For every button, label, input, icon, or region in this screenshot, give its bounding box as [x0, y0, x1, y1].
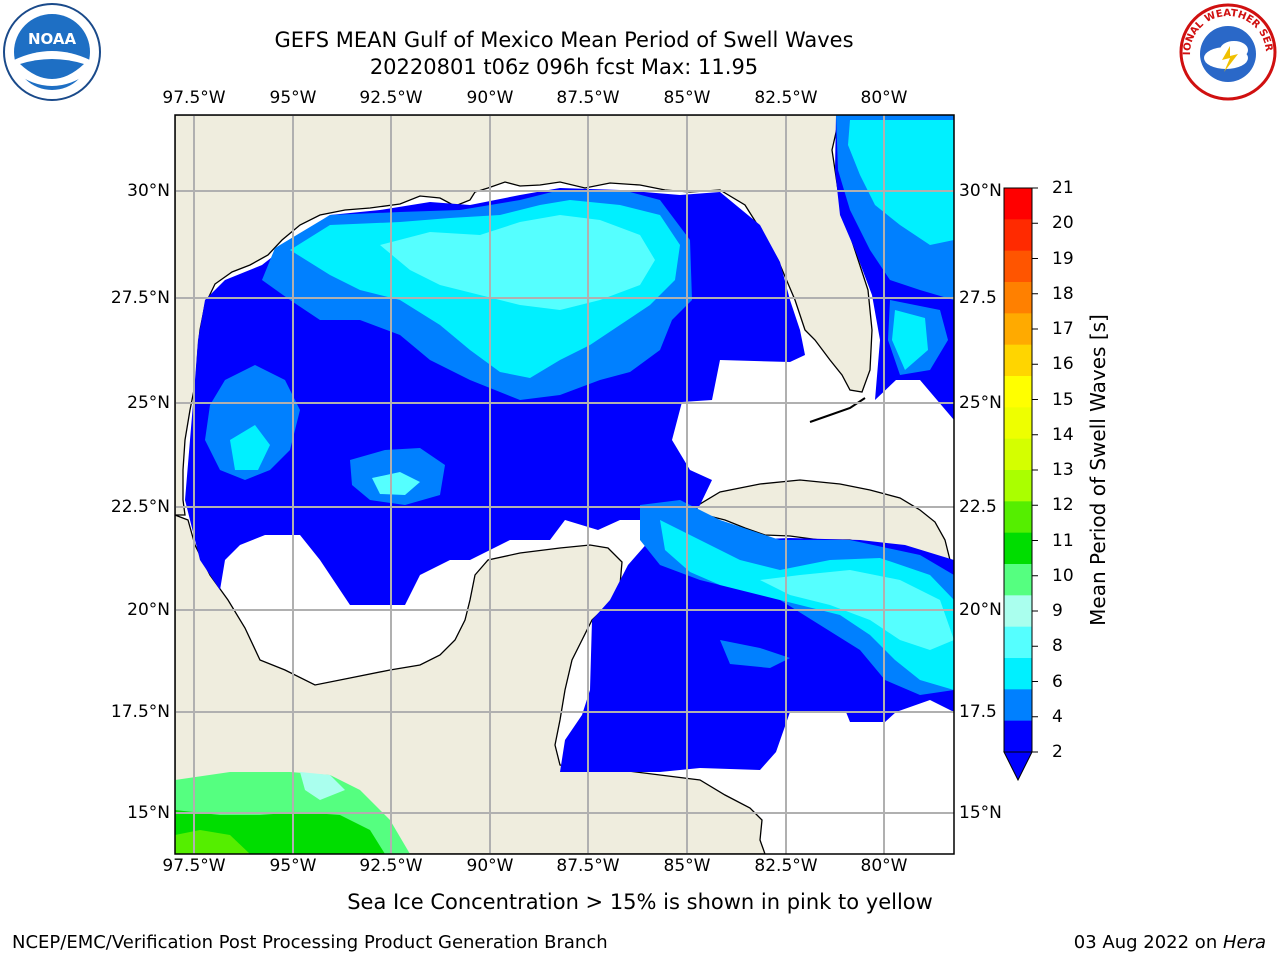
- lon-label-bottom: 92.5°W: [359, 856, 423, 876]
- colorbar-band: [1004, 438, 1032, 471]
- lat-label-right: 17.5: [959, 702, 997, 722]
- mexico: [175, 514, 766, 854]
- lat-label-right: 27.5: [959, 288, 997, 308]
- colorbar-tick-label: 6: [1052, 671, 1063, 692]
- lon-label-top: 80°W: [860, 88, 908, 108]
- colorbar-band: [1004, 501, 1032, 534]
- colorbar-band: [1004, 250, 1032, 283]
- footer-host: Hera: [1222, 932, 1266, 953]
- lon-label-bottom: 97.5°W: [162, 856, 226, 876]
- lat-label-left: 27.5°N: [110, 288, 170, 308]
- lon-label-top: 87.5°W: [556, 88, 620, 108]
- lon-label-bottom: 90°W: [466, 856, 514, 876]
- lon-label-top: 90°W: [466, 88, 514, 108]
- colorbar-tick-label: 17: [1052, 319, 1074, 339]
- colorbar-tick-label: 8: [1052, 636, 1063, 657]
- colorbar-extend-arrow: [1003, 751, 1033, 782]
- colorbar-band: [1004, 595, 1032, 628]
- svg-text:NOAA: NOAA: [28, 30, 77, 48]
- colorbar: [1003, 187, 1038, 782]
- colorbar-band: [1004, 219, 1032, 252]
- sea-ice-note: Sea Ice Concentration > 15% is shown in …: [347, 890, 933, 914]
- colorbar-bands: [1004, 188, 1032, 753]
- colorbar-tick-label: 16: [1052, 354, 1074, 375]
- footer-date: 03 Aug 2022 on Hera: [1073, 932, 1266, 953]
- footer-credit: NCEP/EMC/Verification Post Processing Pr…: [12, 932, 608, 953]
- colorbar-tick-label: 4: [1052, 706, 1063, 727]
- colorbar-tick-label: 2: [1052, 742, 1063, 762]
- colorbar-band: [1004, 470, 1032, 502]
- lon-label-bottom: 95°W: [269, 856, 317, 876]
- lon-label-top: 82.5°W: [754, 88, 818, 108]
- colorbar-band: [1004, 564, 1032, 596]
- colorbar-tick-label: 12: [1052, 495, 1074, 516]
- colorbar-band: [1004, 532, 1032, 565]
- lon-label-top: 95°W: [269, 88, 317, 108]
- lon-label-bottom: 85°W: [663, 856, 711, 876]
- colorbar-tick-label: 14: [1052, 424, 1074, 445]
- map-frame: [174, 114, 955, 855]
- map-title: GEFS MEAN Gulf of Mexico Mean Period of …: [274, 28, 854, 52]
- lat-label-left: 25°N: [127, 393, 170, 413]
- colorbar-tick-label: 9: [1052, 601, 1063, 621]
- colorbar-band: [1004, 626, 1032, 659]
- colorbar-tick-label: 13: [1052, 460, 1074, 480]
- lat-label-right: 25°N: [959, 393, 1002, 413]
- lat-label-left: 30°N: [127, 181, 170, 201]
- lat-label-left: 15°N: [127, 803, 170, 823]
- lat-label-left: 20°N: [127, 600, 170, 620]
- cuba: [688, 479, 954, 581]
- nws-logo: NATIONAL WEATHER SERVICE: [1178, 2, 1277, 101]
- lon-label-bottom: 87.5°W: [556, 856, 620, 876]
- colorbar-band: [1004, 658, 1032, 690]
- colorbar-tick-label: 18: [1052, 283, 1074, 304]
- colorbar-band: [1004, 689, 1032, 722]
- colorbar-band: [1004, 282, 1032, 314]
- colorbar-tick-label: 15: [1052, 389, 1074, 410]
- map-area: [175, 115, 954, 854]
- graticule: [175, 115, 954, 854]
- lat-label-left: 17.5°N: [110, 702, 170, 722]
- lon-label-top: 92.5°W: [359, 88, 423, 108]
- colorbar-band: [1004, 720, 1032, 753]
- noaa-logo: NOAA: [3, 3, 101, 101]
- lat-label-right: 15°N: [959, 803, 1002, 823]
- colorbar-band: [1004, 313, 1032, 346]
- colorbar-tick-label: 10: [1052, 565, 1074, 586]
- colorbar-band: [1004, 376, 1032, 408]
- lat-label-right: 22.5: [959, 497, 997, 517]
- colorbar-band: [1004, 407, 1032, 440]
- colorbar-band: [1004, 344, 1032, 377]
- land-masses: [175, 115, 954, 854]
- lat-label-right: 30°N: [959, 181, 1002, 201]
- colorbar-tick-label: 20: [1052, 213, 1074, 234]
- lon-label-bottom: 80°W: [860, 856, 908, 876]
- lon-label-top: 97.5°W: [162, 88, 226, 108]
- lat-label-right: 20°N: [959, 600, 1002, 620]
- lat-label-left: 22.5°N: [110, 497, 170, 517]
- lon-label-bottom: 82.5°W: [754, 856, 818, 876]
- colorbar-tick-label: 19: [1052, 248, 1074, 269]
- map-subtitle: 20220801 t06z 096h fcst Max: 11.95: [369, 55, 759, 79]
- colorbar-tick-label: 11: [1052, 530, 1074, 551]
- colorbar-tick-label: 21: [1052, 178, 1074, 198]
- lon-label-top: 85°W: [663, 88, 711, 108]
- swell-field-lightcyan: [372, 215, 954, 650]
- colorbar-band: [1004, 188, 1032, 220]
- colorbar-title: Mean Period of Swell Waves [s]: [1086, 314, 1110, 626]
